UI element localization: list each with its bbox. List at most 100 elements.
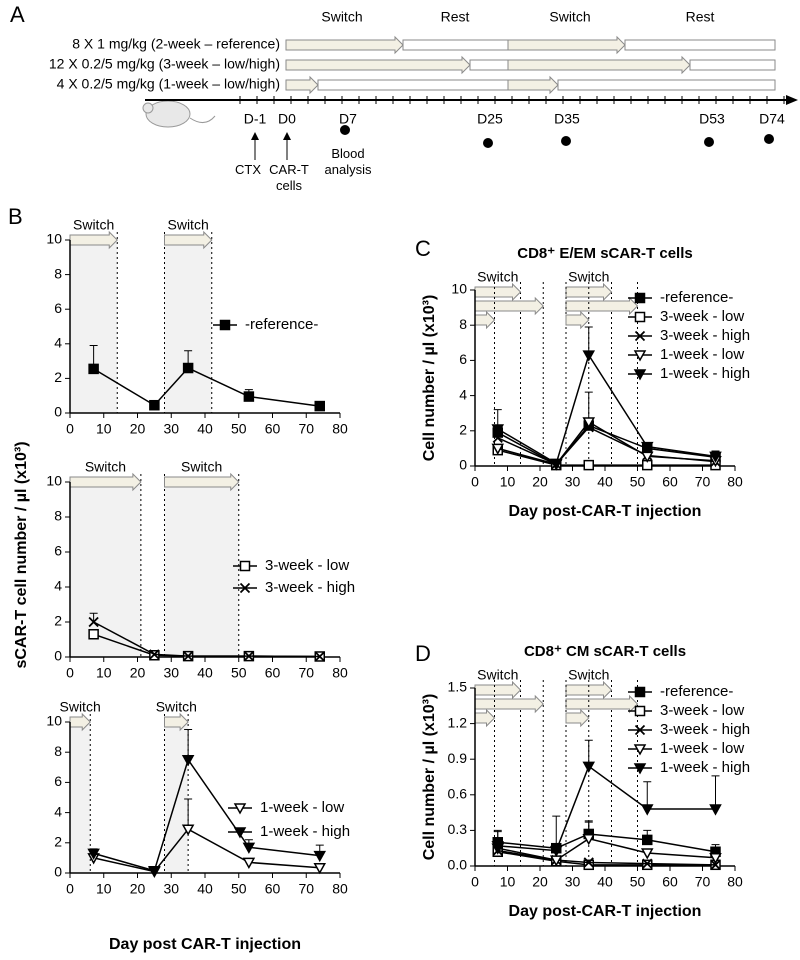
switch-arrow	[474, 296, 544, 316]
y-tick-label: 8	[459, 316, 467, 332]
panel-label: C	[415, 236, 431, 261]
legend-marker	[634, 724, 646, 736]
legend-label: 1-week - high	[660, 365, 750, 382]
y-tick-label: 0	[54, 404, 62, 420]
legend-marker	[233, 827, 247, 839]
x-tick-label: 10	[96, 881, 112, 897]
x-tick-label: 80	[332, 665, 348, 681]
legend-label: 3-week - low	[660, 702, 744, 719]
y-tick-label: 6	[54, 773, 62, 789]
event-arrow-head	[283, 132, 291, 140]
switch-arrow	[507, 35, 626, 55]
event-label: Blood analysis	[324, 146, 372, 177]
x-tick-label: 60	[662, 474, 678, 490]
y-tick-label: 0.6	[448, 786, 468, 802]
switch-shade	[164, 482, 239, 657]
y-tick-label: 2	[54, 834, 62, 850]
legend-label: -reference-	[660, 683, 733, 700]
error-bar	[711, 775, 720, 810]
marker	[709, 451, 722, 463]
y-tick-label: 0	[54, 864, 62, 880]
legend-label: 3-week - high	[660, 721, 750, 738]
x-tick-label: 70	[298, 881, 314, 897]
switch-arrow	[565, 708, 590, 728]
y-tick-label: 1.5	[448, 679, 468, 695]
rest-box	[402, 39, 509, 51]
switch-arrow	[507, 75, 559, 95]
legend-marker	[633, 369, 647, 381]
series-line	[497, 421, 716, 466]
switch-arrow	[474, 282, 522, 302]
blood-sample-dot	[340, 125, 350, 135]
day-label: D35	[554, 111, 580, 127]
marker	[181, 755, 195, 767]
marker	[709, 804, 722, 816]
legend-marker	[233, 803, 247, 815]
blood-sample-dot	[561, 136, 571, 146]
y-tick-label: 0	[459, 457, 467, 473]
switch-label: Switch	[60, 699, 101, 715]
switch-arrow	[474, 708, 496, 728]
y-tick-label: 10	[46, 231, 62, 247]
switch-arrow	[565, 694, 639, 714]
marker	[710, 859, 721, 870]
switch-label: Switch	[156, 699, 197, 715]
marker	[491, 424, 505, 436]
y-tick-label: 2	[54, 613, 62, 629]
y-tick-label: 8	[54, 265, 62, 281]
legend-label: 1-week - low	[660, 346, 744, 363]
switch-arrow	[285, 75, 319, 95]
switch-arrow	[565, 296, 639, 316]
marker	[583, 857, 594, 868]
legend-label: 1-week - low	[660, 740, 744, 757]
switch-arrow	[69, 472, 142, 492]
legend-marker	[239, 582, 251, 594]
x-tick-label: 40	[197, 421, 213, 437]
x-tick-label: 80	[727, 874, 743, 890]
legend-label: -reference-	[245, 316, 318, 333]
y-tick-label: 1.2	[448, 714, 468, 730]
marker	[549, 458, 563, 470]
marker	[582, 417, 596, 429]
marker	[149, 649, 160, 660]
switch-arrow	[474, 694, 544, 714]
marker	[640, 804, 654, 816]
x-tick-label: 10	[96, 421, 112, 437]
switch-arrow	[474, 310, 496, 330]
marker	[88, 629, 99, 640]
x-tick-label: 30	[163, 881, 179, 897]
y-tick-label: 2	[54, 369, 62, 385]
x-tick-label: 60	[265, 665, 281, 681]
legend-label: 3-week - high	[265, 579, 355, 596]
x-tick-label: 60	[662, 874, 678, 890]
x-tick-label: 70	[298, 665, 314, 681]
y-axis-label: Cell number / µl (x10³)	[421, 694, 438, 861]
x-tick-label: 70	[695, 874, 711, 890]
marker	[549, 845, 563, 858]
y-tick-label: 10	[46, 473, 62, 489]
switch-arrow	[164, 712, 189, 732]
legend-label: 1-week - low	[260, 799, 344, 816]
x-tick-label: 30	[565, 474, 581, 490]
phase-label: Switch	[549, 9, 590, 25]
marker	[182, 650, 194, 662]
switch-arrow	[69, 712, 91, 732]
x-tick-label: 70	[695, 474, 711, 490]
marker	[640, 848, 654, 860]
switch-shade	[70, 722, 91, 873]
y-tick-label: 4	[54, 335, 62, 351]
marker	[642, 858, 653, 869]
x-tick-label: 20	[532, 874, 548, 890]
x-tick-label: 0	[471, 474, 479, 490]
switch-shade	[70, 482, 141, 657]
x-tick-label: 50	[231, 665, 247, 681]
y-tick-label: 8	[54, 508, 62, 524]
marker	[492, 432, 503, 443]
y-axis-label: sCAR-T cell number / µl (x10³)	[13, 441, 30, 668]
x-tick-label: 10	[500, 874, 516, 890]
x-axis-label: Day post-CAR-T injection	[509, 903, 702, 920]
legend-label: 3-week - high	[660, 327, 750, 344]
switch-label: Switch	[85, 459, 126, 475]
marker	[181, 824, 195, 836]
